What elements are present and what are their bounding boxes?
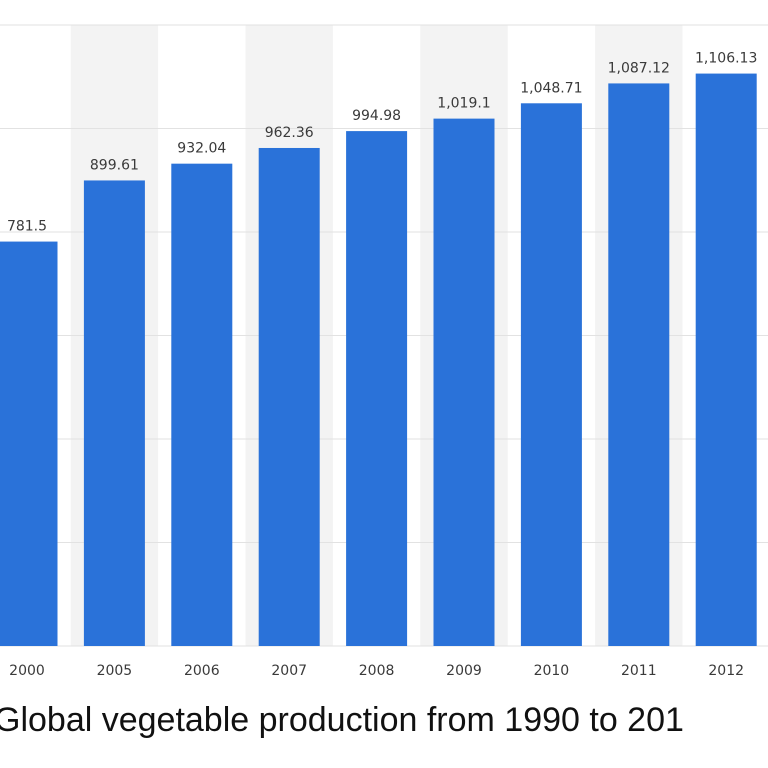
bar-2006 xyxy=(171,163,233,646)
value-label-2008: 994.98 xyxy=(352,108,401,124)
bar-chart: 781.5 2000 899.61 2005 932.04 2006 962.36 2007 9… xyxy=(0,24,768,679)
bar-2000 xyxy=(0,241,58,647)
x-tick-label-2012: 2012 xyxy=(708,663,744,679)
value-label-2012: 1,106.13 xyxy=(695,51,757,67)
x-tick-label-2009: 2009 xyxy=(446,663,482,679)
value-label-2000: 781.5 xyxy=(7,219,47,235)
bar-2010 xyxy=(520,103,582,646)
x-tick-label-2006: 2006 xyxy=(184,663,220,679)
x-tick-label-2007: 2007 xyxy=(271,663,307,679)
value-label-2007: 962.36 xyxy=(265,125,314,141)
bar-2009 xyxy=(433,118,495,647)
value-label-2009: 1,019.1 xyxy=(437,96,490,112)
value-label-2005: 899.61 xyxy=(90,157,139,173)
bar-2011 xyxy=(608,83,670,646)
x-tick-label-2000: 2000 xyxy=(9,663,45,679)
chart-title: Global vegetable production from 1990 to… xyxy=(0,701,684,739)
bar-2008 xyxy=(346,131,408,647)
x-tick-label-2005: 2005 xyxy=(97,663,133,679)
bar-2005 xyxy=(83,180,145,646)
value-label-2006: 932.04 xyxy=(177,141,226,157)
bar-2007 xyxy=(258,147,320,646)
bar-2012 xyxy=(695,73,757,646)
value-label-2010: 1,048.71 xyxy=(520,80,582,96)
x-tick-label-2010: 2010 xyxy=(534,663,570,679)
x-tick-label-2008: 2008 xyxy=(359,663,395,679)
value-label-2011: 1,087.12 xyxy=(608,60,670,76)
chart-area: 781.5 2000 899.61 2005 932.04 2006 962.36 2007 9… xyxy=(0,24,768,679)
x-tick-label-2011: 2011 xyxy=(621,663,657,679)
